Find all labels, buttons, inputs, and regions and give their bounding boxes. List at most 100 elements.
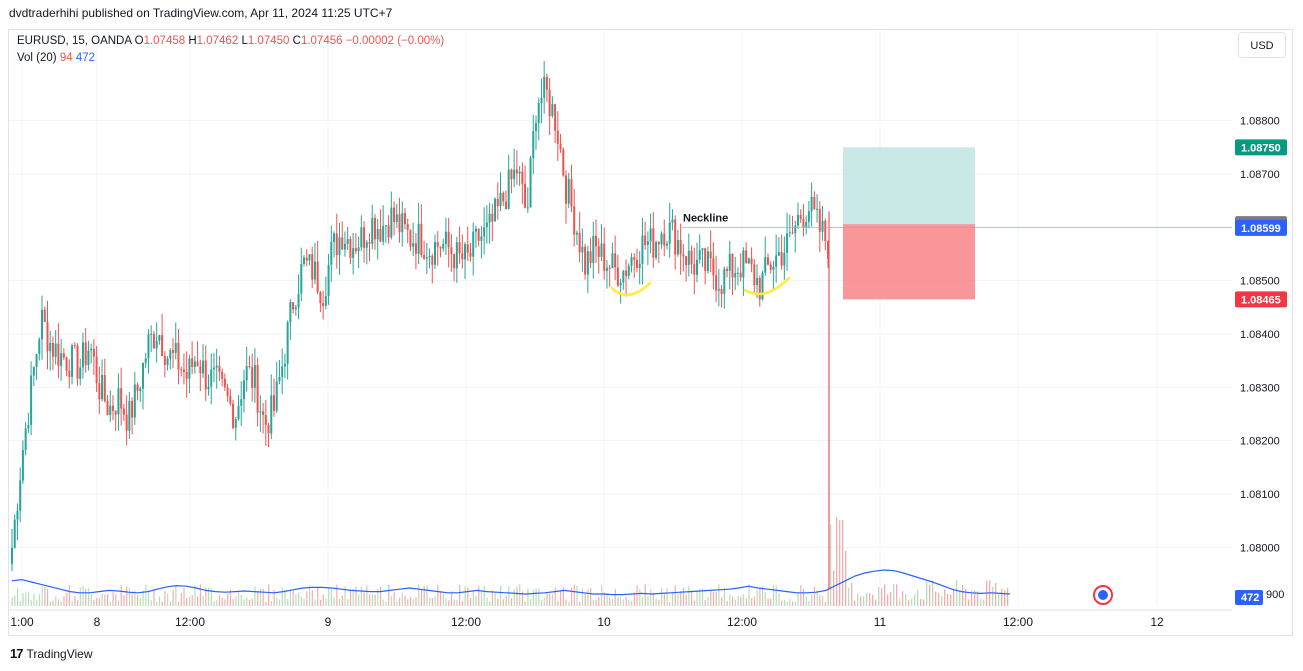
candle-body <box>761 272 764 300</box>
candle-body <box>559 143 562 150</box>
price-tick-label: 900 <box>1266 589 1284 601</box>
volume-bar <box>188 596 191 606</box>
candle-body <box>305 257 308 261</box>
volume-bar <box>579 601 581 606</box>
volume-bar <box>117 600 120 606</box>
candle-body <box>665 243 668 246</box>
volume-bar <box>830 524 832 606</box>
volume-bar <box>887 594 889 606</box>
candle-body <box>786 233 789 253</box>
candle-body <box>199 366 202 374</box>
volume-bar <box>680 590 682 606</box>
volume-bar <box>396 601 398 606</box>
volume-bar <box>636 585 638 606</box>
candle-body <box>578 232 581 253</box>
candle-body <box>338 237 341 255</box>
candle-body <box>38 339 41 355</box>
candle-body <box>655 242 658 258</box>
volume-bar <box>781 600 783 606</box>
candle-body <box>715 275 718 291</box>
volume-bar <box>502 599 504 606</box>
close-label: C <box>292 35 301 47</box>
price-tick-label: 1.08300 <box>1240 382 1280 394</box>
candle-body <box>515 169 518 174</box>
volume-bar <box>524 601 526 606</box>
volume-bar <box>66 593 68 606</box>
candle-body <box>540 97 543 104</box>
volume-bar <box>701 588 704 606</box>
volume-bar <box>63 596 65 606</box>
candle-body <box>234 419 237 428</box>
candle-body <box>805 222 808 228</box>
volume-bar <box>811 594 813 606</box>
volume-bar <box>164 591 166 606</box>
time-axis: 1:00 8 12:00 9 12:00 10 12:00 11 12:00 12 <box>9 609 1232 629</box>
candle-body <box>592 236 595 263</box>
candle-body <box>398 214 401 233</box>
candle-body <box>169 350 172 359</box>
high-value: 1.07462 <box>196 35 239 47</box>
candle-body <box>775 255 778 267</box>
candle-body <box>518 171 521 174</box>
candle-body <box>431 255 434 265</box>
volume-bar <box>576 585 578 606</box>
candle-body <box>499 192 502 207</box>
candle-body <box>226 387 229 396</box>
volume-bar <box>614 589 616 606</box>
candle-body <box>324 296 327 306</box>
candle-body <box>595 236 598 247</box>
candle-body <box>73 345 76 347</box>
volume-bar <box>827 587 829 606</box>
candle-body <box>248 366 251 368</box>
candle-body <box>646 241 649 245</box>
volume-bar <box>90 594 92 606</box>
volume-bar <box>311 590 313 606</box>
volume-bar <box>169 601 171 606</box>
volume-bar <box>962 585 964 606</box>
volume-bar <box>456 599 458 606</box>
footer-brand[interactable]: 17 TradingView <box>10 646 93 661</box>
volume-bar <box>344 586 346 606</box>
symbol-legend[interactable]: EURUSD, 15, OANDA O1.07458 H1.07462 L1.0… <box>17 35 444 47</box>
volume-bar <box>816 589 818 606</box>
volume-legend[interactable]: Vol (20) 94 472 <box>17 52 95 64</box>
volume-bar <box>721 597 723 606</box>
candle-body <box>19 480 22 511</box>
price-axis: 1.08800 1.08700 1.08500 1.08400 1.08300 1.082… <box>1235 116 1287 605</box>
candle-body <box>816 208 819 210</box>
candle-body <box>442 243 445 249</box>
volume-bar <box>254 586 256 606</box>
candle-body <box>240 399 243 406</box>
volume-bar <box>789 598 791 606</box>
volume-bar <box>115 594 117 606</box>
volume-bar <box>560 591 562 606</box>
candle-body <box>294 307 297 310</box>
candle-body <box>633 257 636 260</box>
chart-frame[interactable] <box>8 29 1293 636</box>
volume-bar <box>836 516 838 606</box>
volume-bar <box>363 592 365 606</box>
candle-body <box>436 242 439 247</box>
candle-body <box>685 256 688 265</box>
volume-bar <box>453 599 455 606</box>
currency-button[interactable]: USD <box>1238 32 1286 58</box>
volume-bar <box>710 590 712 606</box>
candle-body <box>122 408 125 415</box>
candle-body <box>193 361 196 367</box>
candle-body <box>303 257 306 264</box>
volume-bar <box>992 586 994 606</box>
candle-body <box>207 386 210 390</box>
volume-bar <box>590 588 592 606</box>
volume-bar <box>917 589 919 606</box>
volume-bar <box>726 600 728 606</box>
volume-bar <box>273 590 275 606</box>
candle-body <box>772 266 775 270</box>
volume-bar <box>19 601 21 606</box>
volume-bar <box>819 595 821 606</box>
price-tick-label: 1.08000 <box>1240 542 1280 554</box>
candle-body <box>188 358 191 379</box>
candle-body <box>346 239 349 244</box>
open-label: O <box>134 35 144 47</box>
volume-bar <box>772 584 775 606</box>
